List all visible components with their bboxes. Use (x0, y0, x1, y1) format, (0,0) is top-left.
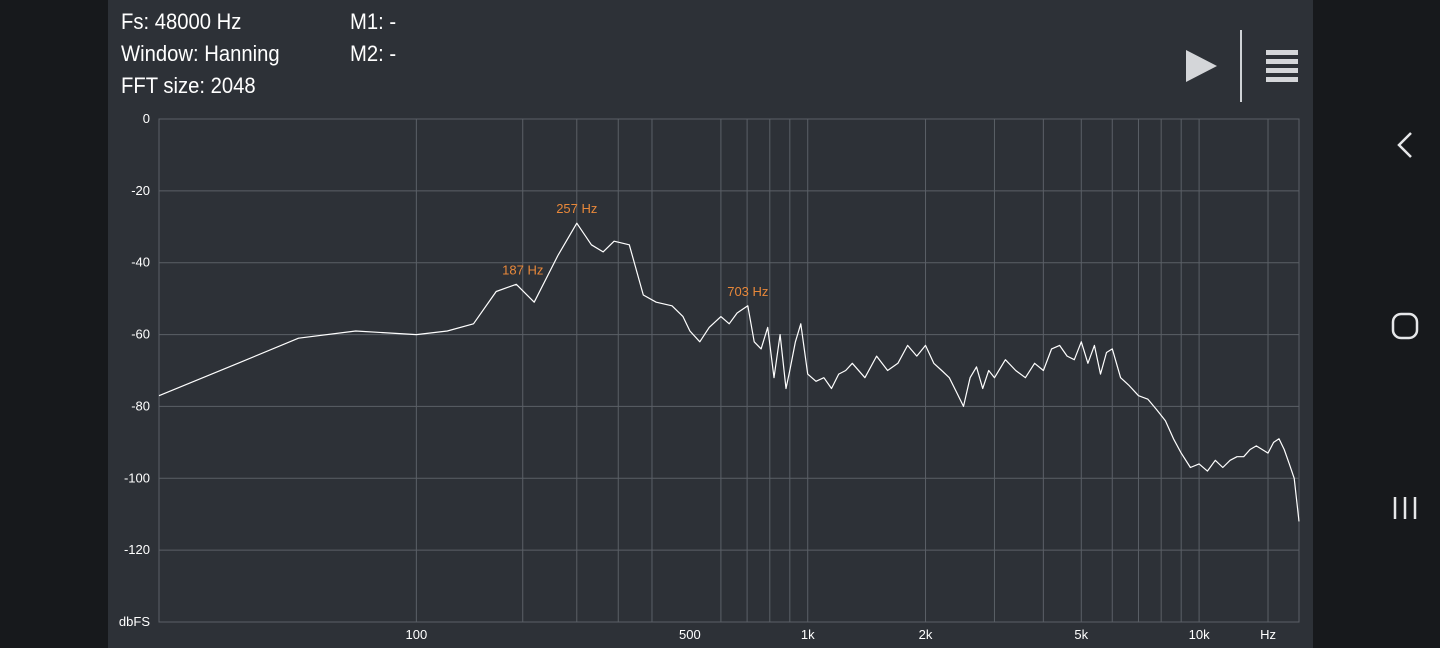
x-tick-label: 500 (679, 627, 701, 642)
window-label: Window: Hanning (121, 41, 280, 66)
y-axis-unit-label: dbFS (119, 614, 150, 629)
peak-label: 257 Hz (556, 201, 597, 216)
fft-size-label: FFT size: 2048 (121, 73, 256, 98)
sample-rate-label: Fs: 48000 Hz (121, 9, 242, 34)
info-panel-left: Fs: 48000 Hz Window: Hanning FFT size: 2… (121, 6, 280, 102)
grid (158, 118, 1300, 623)
back-button[interactable] (1385, 125, 1425, 165)
peak-labels: 187 Hz 257 Hz 703 Hz (502, 201, 768, 299)
plot-frame (158, 118, 1300, 623)
toolbar (1143, 30, 1313, 102)
marker-1-label: M1: - (350, 9, 397, 34)
x-tick-label: 1k (801, 627, 815, 642)
peak-label: 703 Hz (727, 284, 768, 299)
home-icon (1391, 312, 1419, 340)
y-tick-label: 0 (143, 111, 150, 126)
menu-button[interactable] (1265, 48, 1299, 84)
recents-button[interactable] (1385, 488, 1425, 528)
y-axis-labels: 0 -20 -40 -60 -80 -100 -120 dbFS (119, 111, 150, 629)
chevron-left-icon (1397, 132, 1412, 158)
y-tick-label: -100 (124, 470, 150, 485)
x-tick-label: 10k (1189, 627, 1210, 642)
toolbar-divider (1240, 30, 1242, 102)
analyzer-screen: Fs: 48000 Hz Window: Hanning FFT size: 2… (108, 0, 1313, 648)
info-panel-markers: M1: - M2: - (350, 6, 396, 70)
y-tick-label: -40 (131, 255, 150, 270)
play-icon (1186, 50, 1217, 82)
x-tick-label: Hz (1260, 627, 1276, 642)
spectrum-trace (158, 222, 1300, 522)
system-nav-bar (1313, 0, 1440, 648)
x-tick-label: 100 (406, 627, 428, 642)
y-tick-label: -120 (124, 542, 150, 557)
x-tick-label: 2k (919, 627, 933, 642)
home-button[interactable] (1385, 306, 1425, 346)
menu-icon (1266, 50, 1298, 82)
marker-2-label: M2: - (350, 41, 397, 66)
x-axis-labels: 100 500 1k 2k 5k 10k Hz (406, 627, 1276, 642)
x-tick-label: 5k (1074, 627, 1088, 642)
y-tick-label: -20 (131, 183, 150, 198)
peak-label: 187 Hz (502, 262, 543, 277)
trace-layer (158, 222, 1300, 522)
play-button[interactable] (1183, 48, 1219, 84)
y-tick-label: -80 (131, 398, 150, 413)
y-tick-label: -60 (131, 327, 150, 342)
recents-icon (1393, 497, 1417, 519)
